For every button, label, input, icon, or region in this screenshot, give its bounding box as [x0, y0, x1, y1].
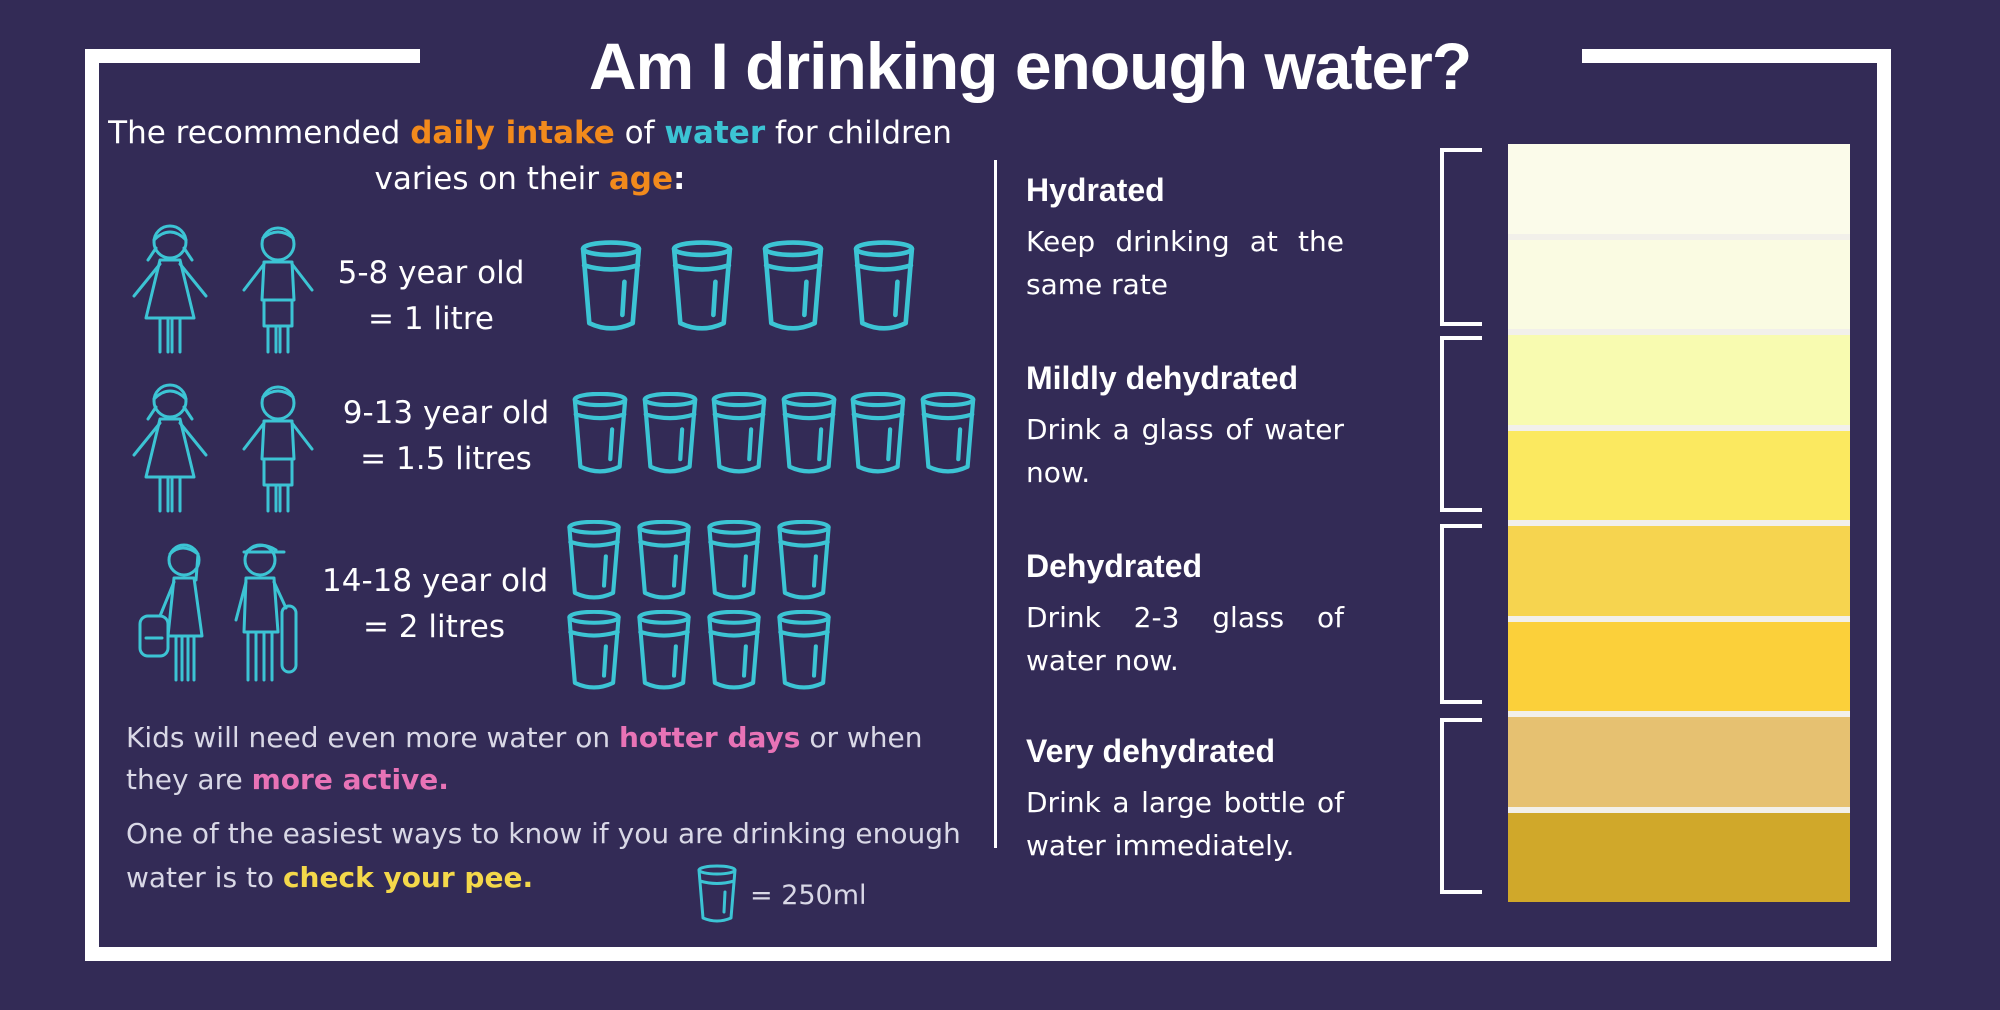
level-mildly-description: Drink a glass of water now.: [1026, 413, 1344, 489]
intro-line-1: The recommended daily intake of water fo…: [100, 110, 960, 156]
intro-text-2: of: [614, 115, 665, 151]
intro-text: The recommended daily intake of water fo…: [100, 110, 960, 202]
water-glass-icon: [637, 610, 691, 690]
water-glass-icon: [697, 864, 737, 923]
level-hydrated-heading: Hydrated: [1026, 172, 1165, 208]
water-glass-icon: [920, 392, 975, 474]
hotter-days-highlight: hotter days: [618, 721, 801, 754]
water-glass-icon: [572, 392, 628, 474]
girl-icon: [132, 383, 208, 513]
level-very-heading: Very dehydrated: [1026, 733, 1275, 769]
daily-intake-highlight: daily intake: [410, 115, 615, 151]
girl-icon: [132, 224, 208, 354]
water-glass-icon: [853, 240, 915, 331]
urine-color-swatch: [1508, 239, 1850, 329]
urine-color-swatch: [1508, 621, 1850, 711]
level-brackets: [1440, 148, 1482, 894]
water-glass-icon: [567, 520, 621, 600]
urine-color-swatch: [1508, 430, 1850, 520]
water-glass-icon: [637, 520, 691, 600]
water-glass-icon: [711, 392, 767, 474]
level-very-description: Drink a large bottle of water immediatel…: [1026, 786, 1344, 862]
teen-boy-icon: [234, 543, 298, 682]
intro-text-3: for children: [765, 115, 952, 151]
intro-colon: :: [673, 161, 686, 197]
water-glass-icon: [781, 392, 836, 474]
water-glass-icon: [642, 392, 697, 474]
frame-top-right: [1582, 49, 1891, 63]
age-group-2-amount: = 1.5 litres: [360, 441, 532, 477]
age-group-1-amount: = 1 litre: [368, 301, 494, 337]
level-mildly-heading: Mildly dehydrated: [1026, 360, 1299, 396]
level-hydrated-description: Keep drinking at the same rate: [1026, 225, 1344, 301]
bracket-very: [1440, 718, 1482, 894]
water-glass-icon: [777, 520, 831, 600]
check-your-pee-highlight: check your pee.: [282, 861, 534, 894]
level-dehydrated-heading: Dehydrated: [1026, 548, 1203, 584]
frame-bottom: [85, 947, 1891, 961]
bracket-hydrated: [1440, 148, 1482, 326]
frame-top-left: [85, 49, 420, 63]
page-title: Am I drinking enough water?: [588, 29, 1472, 103]
note-line-1: Kids will need even more water on hotter…: [126, 716, 923, 759]
boy-icon: [242, 385, 314, 513]
age-group-1-age: 5-8 year old: [337, 255, 525, 291]
age-highlight: age: [608, 161, 674, 197]
age-group-1: 5-8 year old = 1 litre: [326, 250, 536, 342]
age-group-3-amount: = 2 litres: [362, 609, 506, 645]
intro-line-2: varies on their age:: [100, 156, 960, 202]
note-line-2: they are more active.: [126, 758, 449, 801]
note-text-2: or when: [800, 721, 923, 754]
water-glass-icon: [762, 240, 824, 331]
age-group-3: 14-18 year old = 2 litres: [322, 558, 549, 650]
urine-color-swatch: [1508, 144, 1850, 234]
age-group-2: 9-13 year old = 1.5 litres: [340, 390, 552, 482]
water-glass-icon: [671, 240, 733, 331]
note-text-1: Kids will need even more water on: [126, 721, 619, 754]
note-line-3: One of the easiest ways to know if you a…: [126, 817, 961, 850]
water-glass-icon: [707, 610, 761, 690]
age-group-2-age: 9-13 year old: [342, 395, 550, 431]
intro-text-4: varies on their: [374, 161, 609, 197]
water-glass-icon: [580, 240, 642, 331]
urine-color-swatch: [1508, 526, 1850, 616]
teen-girl-icon: [138, 543, 204, 682]
note-text-4: water is to: [126, 861, 283, 894]
note-line-4: water is to check your pee.: [126, 856, 533, 899]
legend-label: = 250ml: [750, 880, 867, 911]
frame-left: [85, 49, 99, 961]
water-glass-icon: [850, 392, 906, 474]
level-dehydrated-description: Drink 2-3 glass of water now.: [1026, 601, 1344, 677]
urine-color-swatch: [1508, 812, 1850, 902]
water-glass-icon: [567, 610, 621, 690]
frame-right: [1877, 49, 1891, 961]
water-highlight: water: [664, 115, 766, 151]
boy-icon: [242, 226, 314, 354]
water-glass-icon: [777, 610, 831, 690]
bracket-mildly: [1440, 336, 1482, 512]
bracket-dehydrated: [1440, 524, 1482, 704]
water-glass-icon: [707, 520, 761, 600]
vertical-divider: [994, 160, 997, 848]
note-text-3: they are: [126, 763, 252, 796]
more-active-highlight: more active.: [251, 763, 449, 796]
intro-text-1: The recommended: [108, 115, 411, 151]
age-group-3-age: 14-18 year old: [322, 563, 549, 599]
urine-color-swatch: [1508, 335, 1850, 425]
urine-color-swatch: [1508, 717, 1850, 807]
